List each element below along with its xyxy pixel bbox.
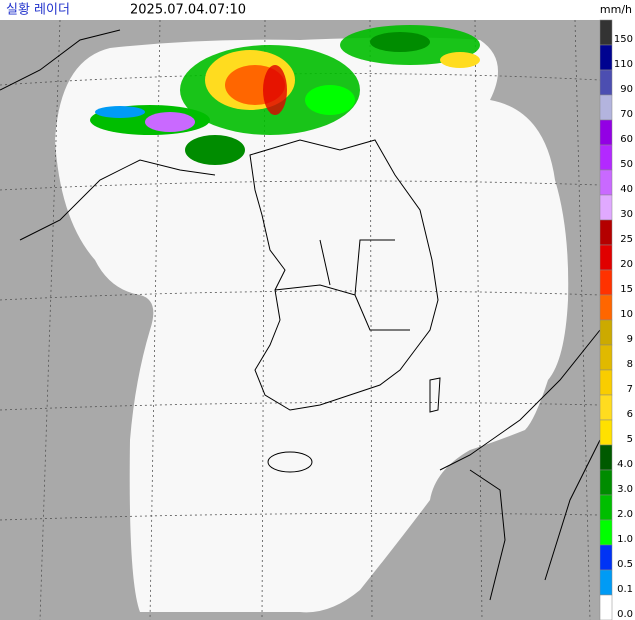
- legend-swatch: [599, 344, 613, 371]
- legend-label: 1.0: [617, 534, 633, 545]
- legend-label: 10: [620, 309, 633, 320]
- legend-label: 110: [614, 59, 633, 70]
- legend-label: 7: [627, 384, 633, 395]
- legend-swatch: [599, 569, 613, 596]
- legend-label: 60: [620, 134, 633, 145]
- legend-label: 70: [620, 109, 633, 120]
- legend-swatch: [599, 469, 613, 496]
- timestamp: 2025.07.04.07:10: [130, 3, 246, 18]
- legend-swatch: [599, 219, 613, 246]
- legend-label: 0.0: [617, 609, 633, 620]
- legend-label: 40: [620, 184, 633, 195]
- coastlines: [0, 29, 601, 601]
- legend-swatch: [599, 244, 613, 271]
- legend-label: 0.5: [617, 559, 633, 570]
- legend-swatch: [599, 144, 613, 171]
- legend-swatch: [599, 319, 613, 346]
- legend-swatch: [599, 519, 613, 546]
- legend: 150 110 90 70 60 50 40 30 25 20 15 10 9 8 7 6 5 4.0 3.0 2.0…: [599, 19, 633, 620]
- legend-label: 9: [627, 334, 633, 345]
- unit: mm/h: [600, 3, 632, 16]
- legend-swatch: [599, 494, 613, 521]
- legend-swatch: [599, 394, 613, 421]
- legend-swatch: [599, 594, 613, 620]
- legend-label: 8: [627, 359, 633, 370]
- legend-label: 150: [614, 34, 633, 45]
- legend-label: 4.0: [617, 459, 633, 470]
- legend-swatch: [599, 194, 613, 221]
- legend-label: 2.0: [617, 509, 633, 520]
- legend-swatch: [599, 119, 613, 146]
- legend-swatch: [599, 69, 613, 96]
- top-bar: [0, 0, 635, 20]
- legend-label: 5: [627, 434, 633, 445]
- legend-label: 90: [620, 84, 633, 95]
- legend-swatch: [599, 419, 613, 446]
- legend-label: 25: [620, 234, 633, 245]
- legend-label: 30: [620, 209, 633, 220]
- legend-label: 50: [620, 159, 633, 170]
- legend-swatch: [599, 44, 613, 71]
- rain-echoes: [90, 25, 480, 165]
- legend-label: 6: [627, 409, 633, 420]
- legend-swatch: [599, 269, 613, 296]
- legend-label: 20: [620, 259, 633, 270]
- legend-label: 15: [620, 284, 633, 295]
- legend-label: 3.0: [617, 484, 633, 495]
- legend-label: 0.1: [617, 584, 633, 595]
- map: [0, 19, 601, 620]
- legend-swatch: [599, 369, 613, 396]
- legend-swatch: [599, 169, 613, 196]
- title: 실황 레이더: [6, 3, 70, 18]
- legend-swatch: [599, 444, 613, 471]
- legend-swatch: [599, 94, 613, 121]
- legend-swatch: [599, 19, 613, 46]
- legend-swatch: [599, 544, 613, 571]
- legend-swatch: [599, 294, 613, 321]
